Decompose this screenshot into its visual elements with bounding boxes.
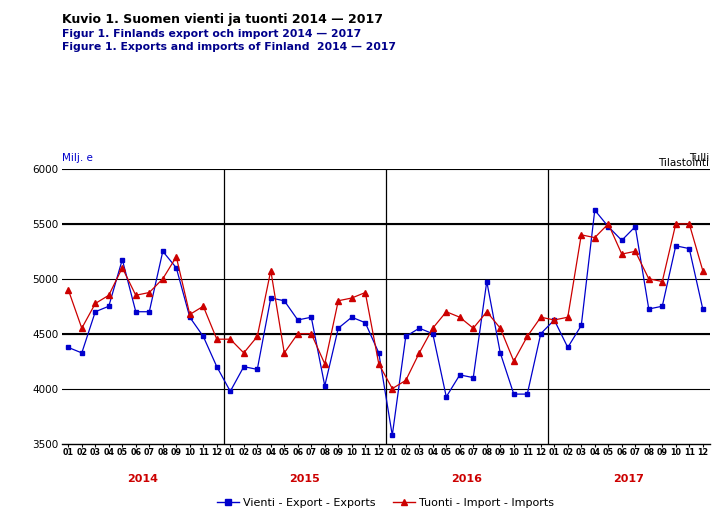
- Text: 2017: 2017: [613, 474, 644, 484]
- Text: Tulli: Tulli: [689, 153, 710, 163]
- Text: Kuvio 1. Suomen vienti ja tuonti 2014 — 2017: Kuvio 1. Suomen vienti ja tuonti 2014 — …: [62, 13, 382, 26]
- Legend: Vienti - Export - Exports, Tuonti - Import - Imports: Vienti - Export - Exports, Tuonti - Impo…: [212, 493, 559, 512]
- Text: Figure 1. Exports and imports of Finland  2014 — 2017: Figure 1. Exports and imports of Finland…: [62, 42, 395, 52]
- Text: Milj. e: Milj. e: [62, 154, 93, 164]
- Text: Tilastointi: Tilastointi: [659, 158, 710, 168]
- Text: 2015: 2015: [289, 474, 320, 484]
- Text: Figur 1. Finlands export och import 2014 — 2017: Figur 1. Finlands export och import 2014…: [62, 29, 361, 39]
- Text: 2014: 2014: [127, 474, 158, 484]
- Text: 2016: 2016: [451, 474, 482, 484]
